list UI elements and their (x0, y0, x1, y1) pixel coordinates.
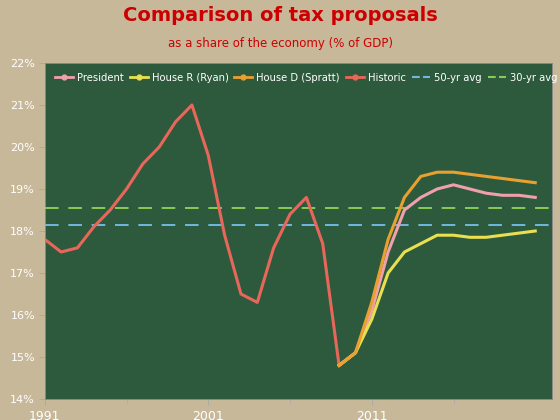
Text: as a share of the economy (% of GDP): as a share of the economy (% of GDP) (167, 37, 393, 50)
Legend: President, House R (Ryan), House D (Spratt), Historic, 50-yr avg, 30-yr avg: President, House R (Ryan), House D (Spra… (50, 68, 560, 88)
Text: Comparison of tax proposals: Comparison of tax proposals (123, 6, 437, 25)
